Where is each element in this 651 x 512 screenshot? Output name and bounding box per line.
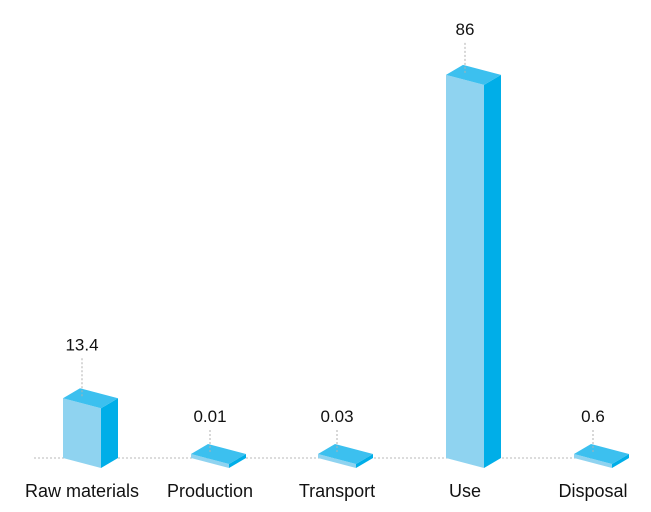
labels-group: 13.4 Raw materials 0.01 Production 0.03 Trans… (25, 20, 628, 501)
category-label: Raw materials (25, 481, 139, 501)
bar-4 (446, 64, 501, 469)
bar-side-face (484, 74, 501, 469)
value-label: 0.6 (581, 407, 605, 426)
value-label: 13.4 (65, 335, 98, 354)
value-label: 86 (456, 20, 475, 39)
bar-side-face (356, 454, 373, 468)
category-label: Production (167, 481, 253, 501)
bar-side-face (229, 454, 246, 468)
bar-front-face (574, 454, 612, 468)
bar-front-face (191, 454, 229, 468)
bar-top-face (318, 444, 373, 464)
value-label: 0.03 (320, 407, 353, 426)
bar-top-face (574, 444, 629, 464)
category-label: Use (449, 481, 481, 501)
bar-5 (574, 444, 629, 468)
bar-3 (318, 444, 373, 468)
bar-2 (191, 444, 246, 468)
bars-group (63, 64, 629, 469)
bar-front-face (318, 454, 356, 468)
bar-front-face (63, 398, 101, 468)
bar-side-face (101, 398, 118, 468)
category-label: Disposal (558, 481, 627, 501)
value-label: 0.01 (193, 407, 226, 426)
bar-front-face (446, 74, 484, 469)
bar-1 (63, 388, 118, 468)
bar-top-face (446, 64, 501, 85)
bar-top-face (63, 388, 118, 409)
category-label: Transport (299, 481, 375, 501)
bar-side-face (612, 454, 629, 468)
bar-top-face (191, 444, 246, 464)
